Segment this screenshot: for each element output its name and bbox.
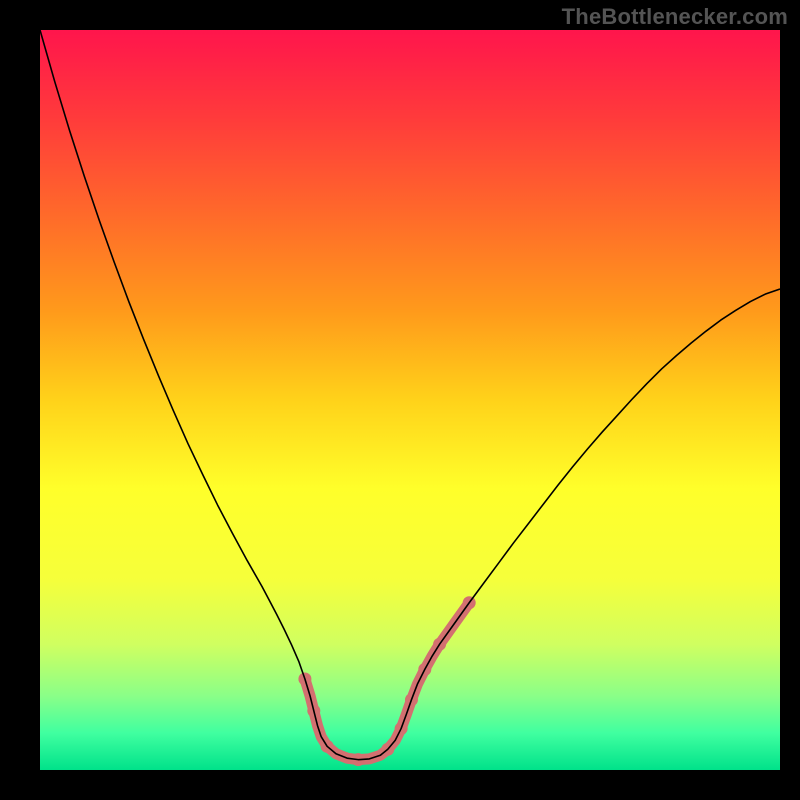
chart-container: TheBottlenecker.com [0, 0, 800, 800]
plot-area [40, 30, 780, 770]
gradient-background [40, 30, 780, 770]
watermark-text: TheBottlenecker.com [562, 4, 788, 30]
bottleneck-curve-chart [40, 30, 780, 770]
